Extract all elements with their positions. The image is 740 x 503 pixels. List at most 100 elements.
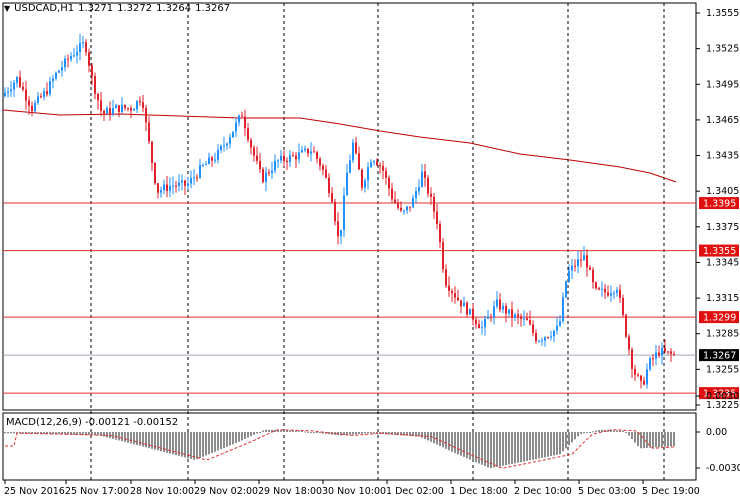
macd-histogram-bar bbox=[442, 432, 444, 448]
macd-histogram-bar bbox=[571, 432, 573, 443]
candle-body bbox=[307, 148, 309, 154]
macd-histogram-bar bbox=[520, 432, 522, 463]
bearish-candle bbox=[472, 303, 474, 326]
macd-histogram-bar bbox=[496, 432, 498, 467]
candle-body bbox=[184, 180, 186, 186]
time-axis-label: 1 Dec 18:00 bbox=[450, 486, 508, 497]
macd-histogram-bar bbox=[658, 432, 660, 448]
candle-body bbox=[463, 302, 465, 307]
bullish-candle bbox=[232, 131, 234, 138]
bearish-candle bbox=[22, 82, 24, 92]
macd-histogram-bar bbox=[13, 432, 15, 434]
macd-histogram-bar bbox=[595, 430, 597, 432]
candle-body bbox=[667, 351, 669, 353]
candle-body bbox=[670, 351, 672, 354]
bearish-candle bbox=[28, 96, 30, 115]
candle-body bbox=[70, 56, 72, 60]
candle-body bbox=[451, 290, 453, 294]
macd-histogram-bar bbox=[424, 432, 426, 440]
candle-body bbox=[13, 82, 15, 90]
bearish-candle bbox=[520, 313, 522, 327]
macd-axis-label: -0.00308 bbox=[706, 463, 740, 474]
triangle-down-icon[interactable]: ▼ bbox=[4, 4, 11, 13]
macd-histogram-bar bbox=[49, 432, 51, 435]
bearish-candle bbox=[592, 267, 594, 289]
macd-histogram-bar bbox=[637, 432, 639, 447]
bullish-candle bbox=[502, 302, 504, 314]
macd-histogram-bar bbox=[460, 432, 462, 456]
macd-histogram-bar bbox=[52, 432, 54, 435]
bearish-candle bbox=[619, 284, 621, 303]
candle-body bbox=[121, 104, 123, 113]
macd-histogram-bar bbox=[151, 432, 153, 449]
bearish-candle bbox=[622, 294, 624, 318]
macd-histogram-bar bbox=[553, 432, 555, 456]
macd-histogram-bar bbox=[334, 432, 336, 435]
candle-body bbox=[421, 171, 423, 187]
bearish-candle bbox=[253, 145, 255, 162]
candle-body bbox=[220, 146, 222, 151]
bullish-candle bbox=[280, 150, 282, 164]
bearish-candle bbox=[307, 148, 309, 157]
bullish-candle bbox=[418, 179, 420, 196]
bullish-candle bbox=[553, 329, 555, 343]
macd-histogram-bar bbox=[400, 432, 402, 436]
macd-histogram-bar bbox=[448, 432, 450, 451]
macd-histogram-bar bbox=[499, 432, 501, 467]
macd-histogram-bar bbox=[364, 432, 366, 434]
candle-body bbox=[241, 115, 243, 117]
bearish-candle bbox=[424, 163, 426, 187]
macd-histogram-bar bbox=[142, 432, 144, 447]
candle-body bbox=[169, 186, 171, 191]
candle-body bbox=[343, 195, 345, 230]
candle-body bbox=[529, 320, 531, 325]
candle-body bbox=[634, 368, 636, 375]
candle-body bbox=[295, 155, 297, 160]
candle-body bbox=[643, 380, 645, 385]
candle-body bbox=[364, 180, 366, 188]
macd-histogram-bar bbox=[166, 432, 168, 453]
bearish-candle bbox=[637, 372, 639, 378]
bearish-candle bbox=[664, 339, 666, 354]
macd-histogram-bar bbox=[508, 432, 510, 465]
bullish-candle bbox=[214, 152, 216, 164]
bullish-candle bbox=[301, 145, 303, 154]
bullish-candle bbox=[370, 159, 372, 168]
macd-histogram-bar bbox=[34, 432, 36, 434]
macd-histogram-bar bbox=[115, 432, 117, 440]
candle-body bbox=[523, 318, 525, 320]
macd-histogram-bar bbox=[652, 432, 654, 448]
macd-histogram-bar bbox=[634, 432, 636, 443]
bearish-candle bbox=[154, 162, 156, 186]
bullish-candle bbox=[4, 87, 6, 98]
macd-histogram-bar bbox=[511, 432, 513, 464]
bullish-candle bbox=[43, 87, 45, 101]
candle-body bbox=[229, 137, 231, 144]
bullish-candle bbox=[343, 187, 345, 238]
macd-histogram-bar bbox=[388, 432, 390, 435]
candle-body bbox=[406, 206, 408, 211]
macd-histogram-bar bbox=[583, 432, 585, 434]
bearish-candle bbox=[241, 111, 243, 117]
level-price-label: 1.3395 bbox=[703, 199, 736, 210]
candle-body bbox=[322, 165, 324, 170]
macd-histogram-bar bbox=[457, 432, 459, 455]
candle-body bbox=[481, 327, 483, 329]
macd-histogram-bar bbox=[139, 432, 141, 446]
bearish-candle bbox=[25, 80, 27, 110]
candle-body bbox=[493, 306, 495, 318]
macd-histogram-bar bbox=[586, 432, 588, 433]
bullish-candle bbox=[7, 87, 9, 98]
candle-body bbox=[301, 150, 303, 153]
macd-histogram-bar bbox=[190, 432, 192, 460]
bearish-candle bbox=[358, 146, 360, 170]
candle-body bbox=[256, 155, 258, 161]
bullish-candle bbox=[52, 74, 54, 89]
bullish-candle bbox=[208, 152, 210, 165]
bearish-candle bbox=[436, 203, 438, 230]
candle-body bbox=[403, 210, 405, 212]
candle-body bbox=[556, 325, 558, 331]
candle-body bbox=[352, 142, 354, 161]
